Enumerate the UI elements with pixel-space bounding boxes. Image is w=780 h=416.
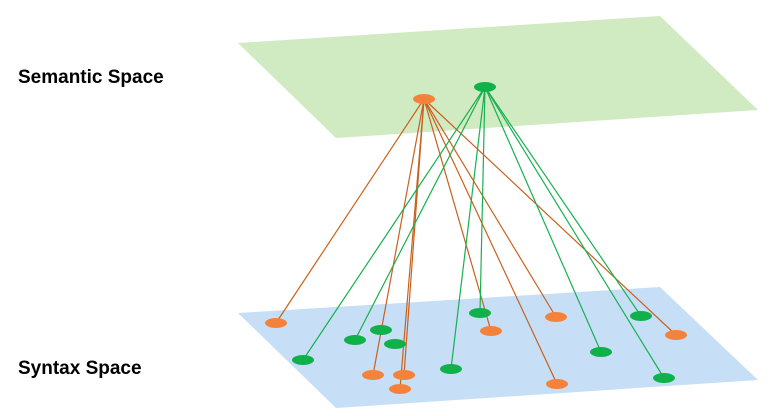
- syntax-space-label: Syntax Space: [18, 358, 142, 379]
- syntax-node-green: [384, 339, 406, 349]
- syntax-node-orange: [362, 370, 384, 380]
- syntax-node-green: [292, 355, 314, 365]
- orange-link: [403, 98, 425, 376]
- orange-link: [423, 98, 557, 318]
- green-connections: [302, 86, 665, 379]
- syntax-node-green: [590, 347, 612, 357]
- syntax-node-orange: [545, 312, 567, 322]
- syntax-node-green: [344, 335, 366, 345]
- semantic-node-green: [474, 82, 496, 92]
- syntax-node-orange: [480, 326, 502, 336]
- orange-connections: [275, 98, 677, 390]
- orange-link: [423, 98, 677, 336]
- syntax-node-orange: [265, 318, 287, 328]
- orange-link: [423, 98, 558, 385]
- semantic-space-label: Semantic Space: [18, 67, 164, 88]
- green-link: [479, 86, 486, 314]
- syntax-node-green: [370, 325, 392, 335]
- syntax-node-orange: [389, 384, 411, 394]
- syntax-node-green: [469, 308, 491, 318]
- green-link: [354, 86, 486, 341]
- green-link: [484, 86, 665, 379]
- syntax-node-orange: [393, 370, 415, 380]
- orange-link: [275, 98, 425, 324]
- orange-link: [423, 98, 492, 332]
- green-link: [450, 86, 486, 370]
- semantic-space-plane: [238, 16, 758, 138]
- syntax-node-orange: [546, 379, 568, 389]
- syntax-node-green: [653, 373, 675, 383]
- green-link: [484, 86, 602, 353]
- green-link: [484, 86, 642, 317]
- syntax-node-orange: [665, 330, 687, 340]
- syntax-node-green: [630, 311, 652, 321]
- semantic-node-orange: [413, 94, 435, 104]
- syntax-space-plane: [238, 287, 758, 408]
- green-link: [302, 86, 486, 361]
- syntax-node-green: [440, 364, 462, 374]
